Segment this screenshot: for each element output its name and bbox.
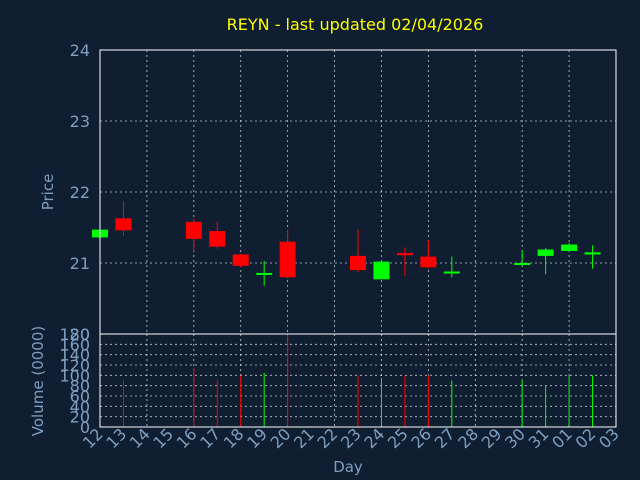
candle-body [232,254,249,266]
volume-tick-label: 60 [70,387,90,406]
volume-tick-label: 0 [80,418,90,437]
volume-tick-label: 160 [59,335,90,354]
candle-body [115,218,132,231]
price-tick-label: 22 [70,183,90,202]
price-plot-frame [99,49,617,335]
volume-axis-label: Volume (0000) [29,326,47,436]
volume-plot-frame [99,333,617,428]
x-tick-label: 03 [595,424,623,452]
candle-body [561,244,578,251]
volume-tick-label: 40 [70,397,90,416]
price-tick-label: 21 [70,254,90,273]
candle-body [256,272,273,275]
candle-body [279,241,296,278]
candle-body [373,261,390,280]
volume-tick-label: 80 [70,377,90,396]
candle-body [584,252,601,255]
candle-body [537,249,554,256]
price-tick-label: 24 [70,41,90,60]
price-panel: 20 21 22 23 24 [70,41,617,344]
price-axis-label: Price [39,174,57,211]
candle-body [396,253,413,256]
volume-tick-label: 180 [59,325,90,344]
candle-body [209,231,226,247]
x-axis-label: Day [333,458,363,476]
price-tick-label: 20 [70,325,90,344]
volume-tick-label: 120 [59,356,90,375]
candle-body [514,263,531,265]
volume-tick-label: 100 [59,366,90,385]
candle-body [420,256,437,268]
volume-tick-label: 20 [70,408,90,427]
x-axis-ticks: 1213141516171819202122232425262728293031… [79,424,623,452]
price-tick-label: 23 [70,112,90,131]
chart-title: REYN - last updated 02/04/2026 [227,15,484,34]
volume-tick-label: 140 [59,346,90,365]
candle-body [350,255,366,271]
candle-body [185,221,202,239]
candle-body [443,271,460,274]
